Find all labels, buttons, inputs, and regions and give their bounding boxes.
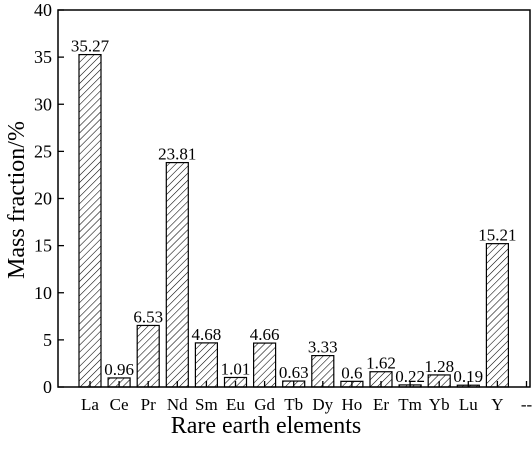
value-label: 1.01 xyxy=(221,359,251,378)
y-tick-label: 10 xyxy=(34,283,52,303)
value-label: 23.81 xyxy=(158,145,196,164)
value-label: 0.63 xyxy=(279,363,309,382)
y-tick-label: 0 xyxy=(43,377,52,397)
bar-gd xyxy=(253,342,277,388)
y-tick-label: 35 xyxy=(34,47,52,67)
bar-nd xyxy=(165,161,189,388)
bar-pr xyxy=(136,324,160,388)
x-tick-label: La xyxy=(81,395,99,414)
x-tick-label: Pr xyxy=(141,395,156,414)
plot-frame xyxy=(57,9,531,388)
value-label: 0.22 xyxy=(395,367,425,386)
value-label: 0.96 xyxy=(104,360,134,379)
x-tick-label: Tm xyxy=(398,395,422,414)
y-tick-label: 25 xyxy=(34,141,52,161)
y-tick-label: 20 xyxy=(34,189,52,209)
value-label: 15.21 xyxy=(478,226,516,245)
x-axis-label: Rare earth elements xyxy=(170,413,362,439)
x-tick-label: Tb xyxy=(284,395,303,414)
bar-la xyxy=(78,53,102,388)
x-tick-label: Yb xyxy=(429,395,450,414)
bar-sm xyxy=(194,342,218,388)
value-label: 6.53 xyxy=(133,307,163,326)
value-label: 4.68 xyxy=(192,325,222,344)
value-label: 1.28 xyxy=(424,357,454,376)
value-label: 4.66 xyxy=(250,325,280,344)
x-tick-label: Y xyxy=(491,395,503,414)
y-tick-label: 5 xyxy=(43,330,52,350)
y-tick-label: 40 xyxy=(34,0,52,20)
x-tick-label: Sm xyxy=(195,395,218,414)
value-label: 0.19 xyxy=(453,367,483,386)
x-tick-label: Gd xyxy=(254,395,275,414)
x-tick-label: Er xyxy=(373,395,389,414)
bar-y xyxy=(485,243,509,388)
y-tick-label: 30 xyxy=(34,94,52,114)
x-tick-label: Ce xyxy=(110,395,129,414)
x-tick-label: Ho xyxy=(342,395,363,414)
value-label: 0.6 xyxy=(341,363,362,382)
y-tick-label: 15 xyxy=(34,236,52,256)
x-tick-label: Nd xyxy=(167,395,188,414)
y-axis-label: Mass fraction/% xyxy=(4,121,30,279)
x-tick-label: Eu xyxy=(226,395,245,414)
value-label: 35.27 xyxy=(71,37,110,56)
x-tick-label: Dy xyxy=(312,395,333,414)
x-tick-label: -- xyxy=(521,395,532,414)
x-tick-label: Lu xyxy=(459,395,478,414)
value-label: 1.62 xyxy=(366,354,396,373)
value-label: 3.33 xyxy=(308,338,338,357)
